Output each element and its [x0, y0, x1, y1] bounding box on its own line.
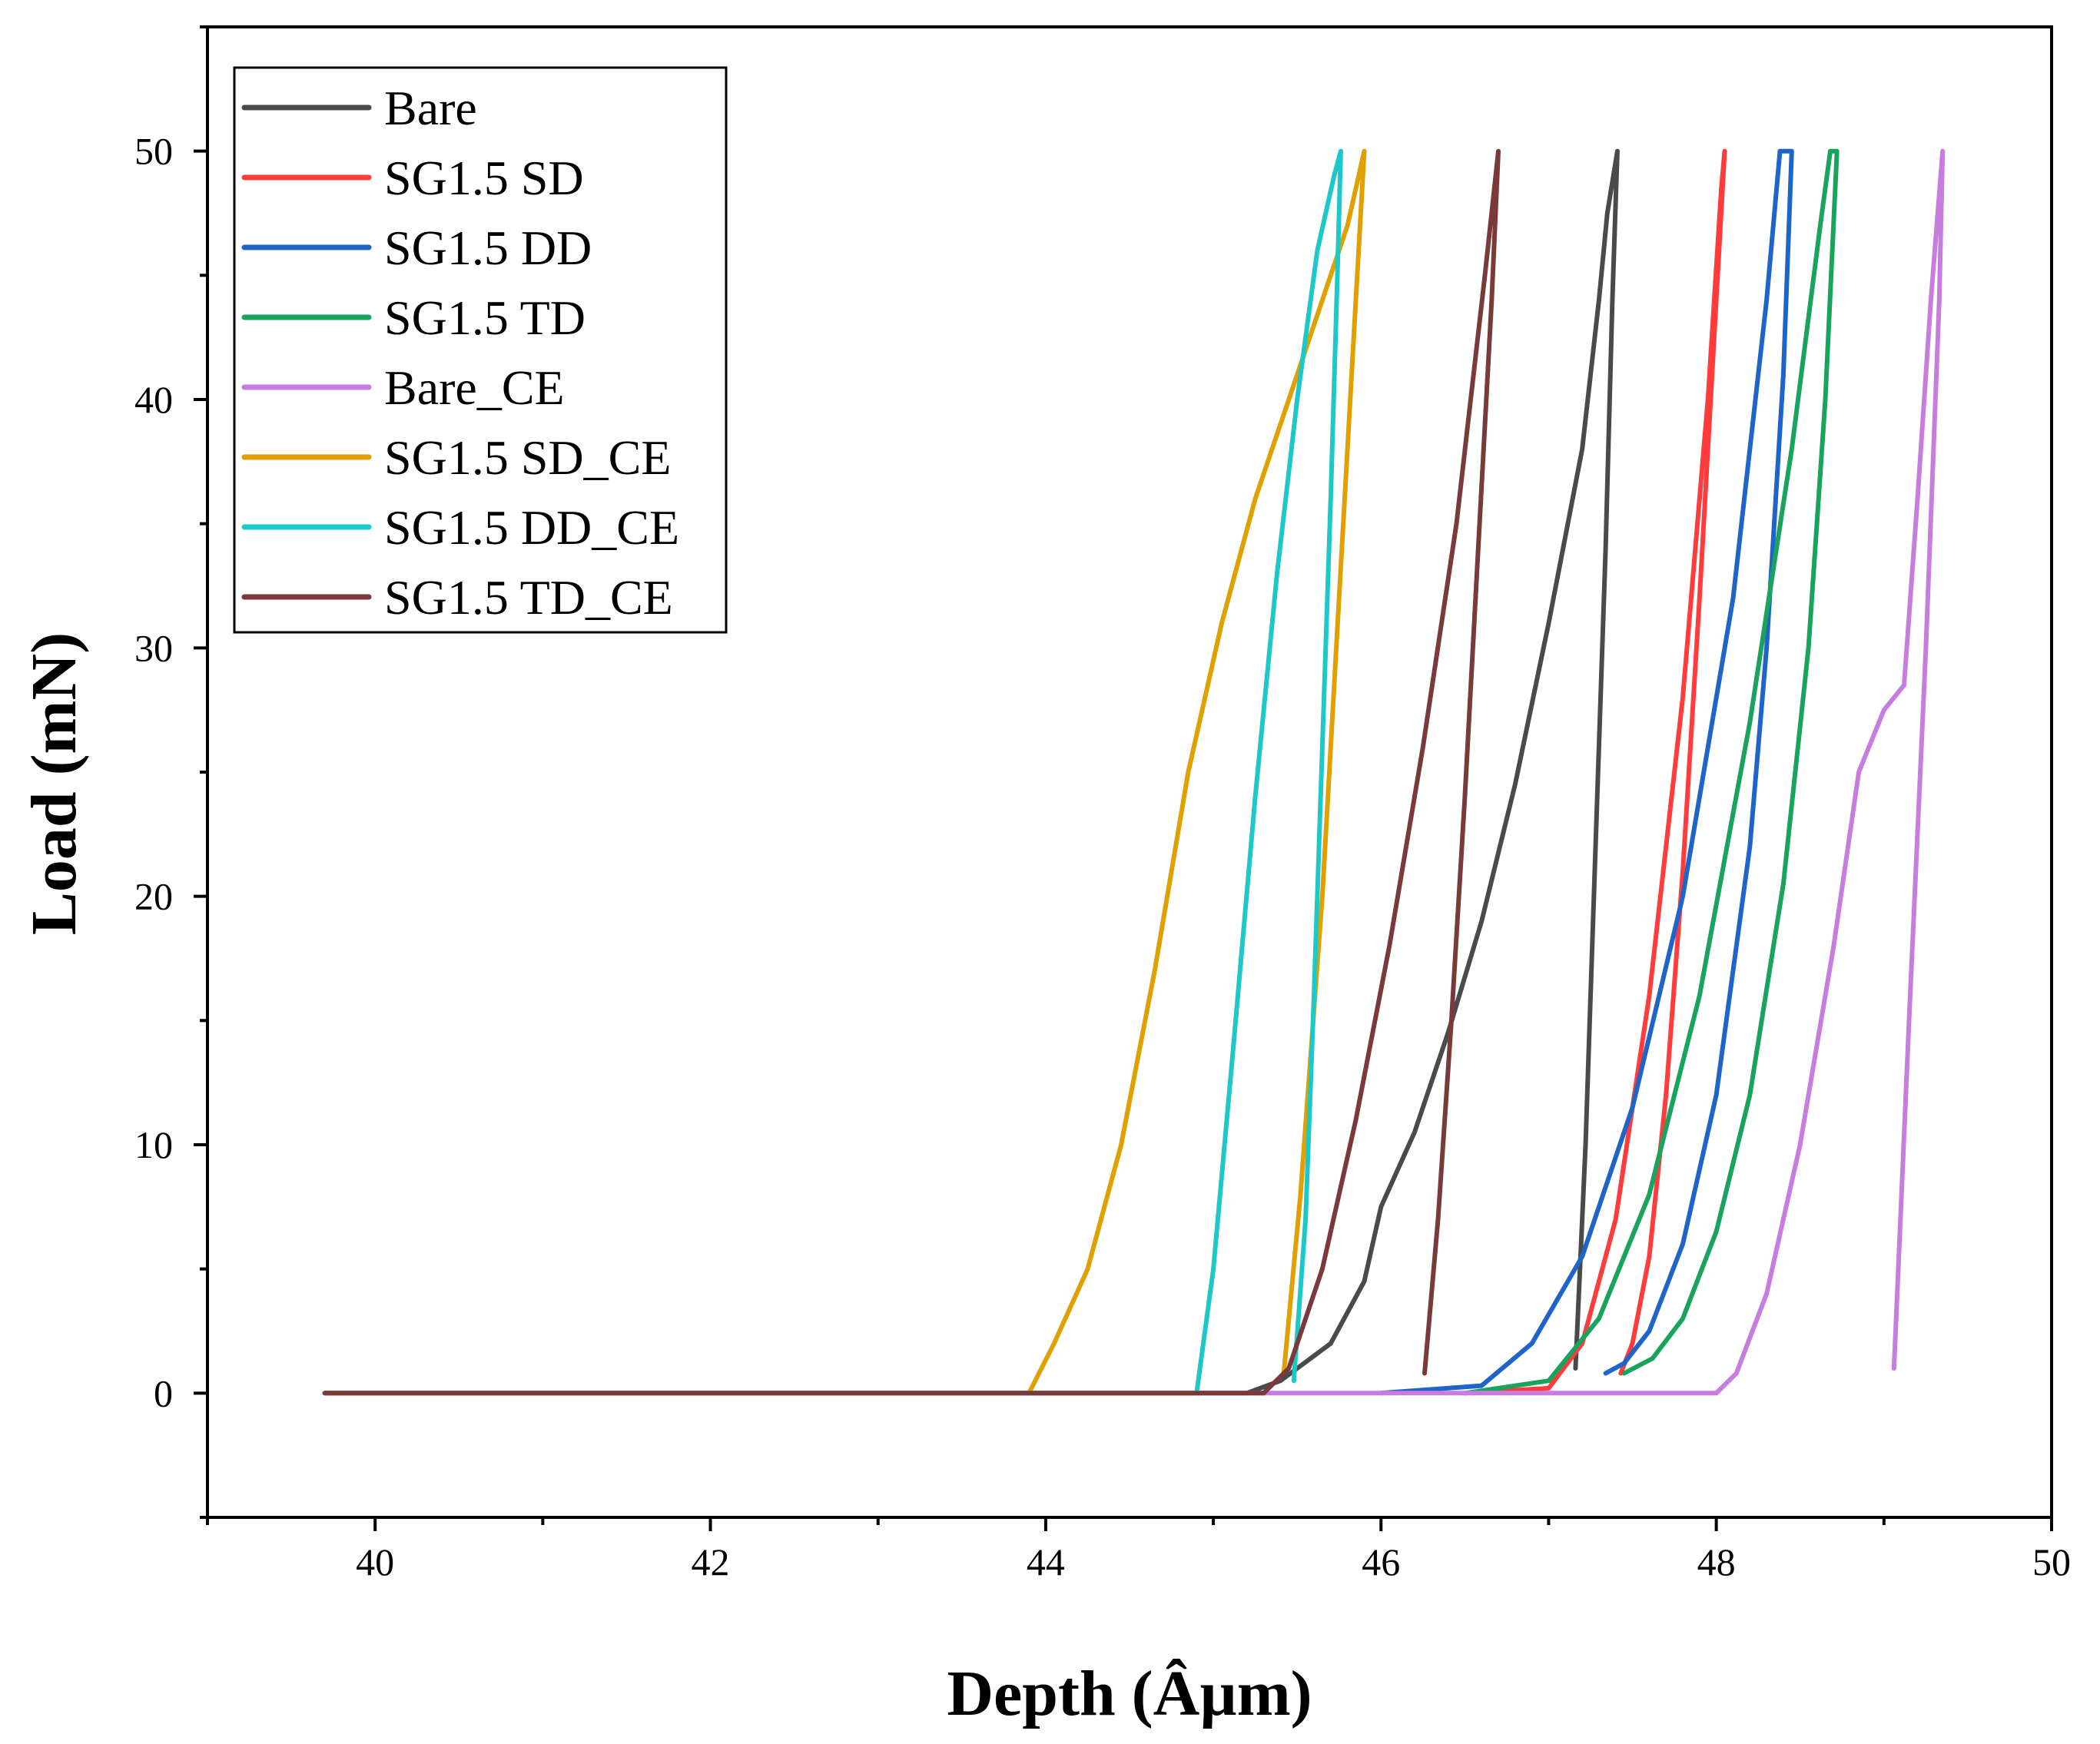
legend-label: SG1.5 SD — [384, 151, 584, 205]
x-tick-label: 42 — [692, 1540, 730, 1583]
series-line-7 — [322, 148, 1501, 1396]
x-tick-label: 48 — [1697, 1540, 1736, 1583]
series-line-6 — [322, 148, 1343, 1396]
y-tick-label: 30 — [134, 626, 173, 669]
x-tick-label: 50 — [2032, 1540, 2071, 1583]
x-axis-title: Depth (Âµm) — [947, 1658, 1312, 1729]
y-axis-ticks: 0 10 20 30 40 50 — [134, 25, 207, 1519]
legend-label: SG1.5 DD_CE — [384, 500, 679, 555]
legend-label: Bare — [384, 81, 477, 135]
y-axis-title: Load (mN) — [18, 632, 90, 935]
x-tick-label: 40 — [356, 1540, 394, 1583]
legend-box — [233, 66, 728, 634]
x-tick-label: 46 — [1362, 1540, 1400, 1583]
legend-label: Bare_CE — [384, 360, 565, 415]
x-tick-label: 44 — [1027, 1540, 1065, 1583]
series-line-0 — [322, 148, 1620, 1396]
y-tick-label: 50 — [134, 130, 173, 173]
legend-label: SG1.5 TD_CE — [384, 570, 673, 625]
plot-lines — [322, 148, 1946, 1396]
y-tick-label: 10 — [134, 1123, 173, 1166]
legend-label: SG1.5 SD_CE — [384, 430, 671, 485]
legend-label: SG1.5 DD — [384, 220, 592, 275]
legend-label: SG1.5 TD — [384, 290, 586, 345]
series-line-4 — [1211, 148, 1946, 1396]
series-line-2 — [1378, 148, 1794, 1396]
legend: Bare SG1.5 SD SG1.5 DD SG1.5 TD Bare_CE SG1.5… — [233, 66, 728, 634]
y-tick-label: 0 — [154, 1371, 173, 1414]
y-tick-label: 20 — [134, 875, 173, 918]
series-line-5 — [322, 148, 1367, 1396]
series-line-3 — [1462, 148, 1840, 1396]
y-tick-label: 40 — [134, 378, 173, 421]
series-line-1 — [1462, 148, 1727, 1396]
